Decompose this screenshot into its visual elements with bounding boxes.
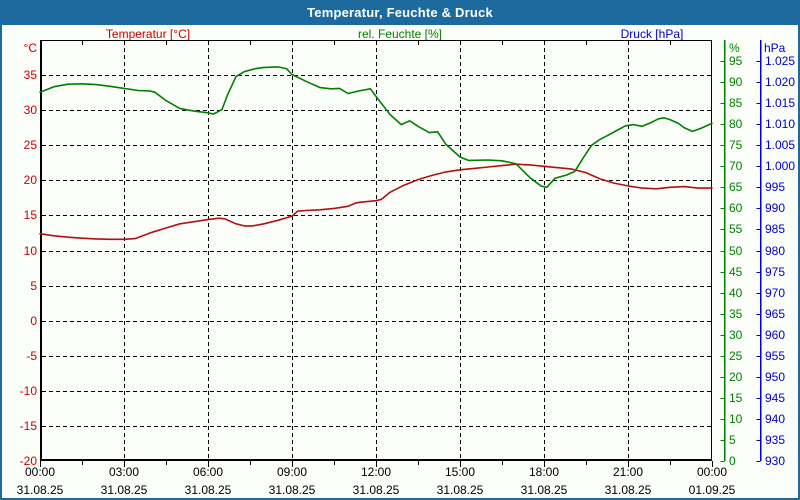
date-tick-label: 31.08.25 (268, 483, 316, 497)
temperature-tick-label: 10 (23, 244, 37, 258)
series-line-temperature (39, 163, 713, 241)
humidity-tick-label: 85 (729, 96, 743, 110)
time-tick-label: 00:00 (24, 465, 56, 479)
legend-humidity: rel. Feuchte [%] (357, 27, 443, 41)
date-tick-label: 31.08.25 (16, 483, 64, 497)
humidity-tick-label: 20 (729, 370, 743, 384)
temperature-tick-label: 25 (23, 138, 37, 152)
humidity-tick-label: 0 (729, 454, 736, 468)
date-tick-label: 01.09.25 (688, 483, 736, 497)
humidity-tick-label: 65 (729, 180, 743, 194)
humidity-tick-label: 50 (729, 244, 743, 258)
date-tick-label: 31.08.25 (100, 483, 148, 497)
pressure-tick-label: 960 (765, 328, 786, 342)
temperature-tick-label: 15 (23, 208, 37, 222)
humidity-tick-label: 95 (729, 54, 743, 68)
pressure-tick-label: 1.025 (765, 54, 796, 68)
temperature-tick-label: -5 (26, 349, 37, 363)
time-tick-label: 15:00 (444, 465, 476, 479)
temperature-tick-label: -15 (19, 419, 37, 433)
humidity-tick-label: 45 (729, 265, 743, 279)
date-tick-label: 31.08.25 (604, 483, 652, 497)
window-titlebar: Temperatur, Feuchte & Druck (0, 0, 800, 25)
humidity-tick-label: 75 (729, 138, 743, 152)
temperature-tick-label: -10 (19, 384, 37, 398)
pressure-tick-label: 980 (765, 244, 786, 258)
pressure-tick-label: 940 (765, 412, 786, 426)
temperature-tick-label: 35 (23, 68, 37, 82)
temperature-tick-label: -20 (19, 454, 37, 468)
pressure-tick-label: 970 (765, 286, 786, 300)
date-tick-label: 31.08.25 (352, 483, 400, 497)
pressure-axis-unit: hPa (764, 41, 786, 55)
pressure-tick-label: 930 (765, 454, 786, 468)
humidity-tick-label: 80 (729, 117, 743, 131)
humidity-tick-label: 10 (729, 412, 743, 426)
humidity-tick-label: 55 (729, 222, 743, 236)
plot-frame (40, 40, 712, 461)
series-line-humidity (39, 66, 713, 189)
pressure-tick-label: 1.000 (765, 159, 796, 173)
temperature-tick-label: 20 (23, 173, 37, 187)
temperature-tick-label: 0 (30, 314, 37, 328)
time-tick-label: 18:00 (528, 465, 560, 479)
humidity-tick-label: 35 (729, 307, 743, 321)
pressure-tick-label: 1.015 (765, 96, 796, 110)
pressure-tick-label: 995 (765, 180, 786, 194)
time-tick-label: 03:00 (108, 465, 140, 479)
pressure-tick-label: 985 (765, 222, 786, 236)
pressure-tick-label: 965 (765, 307, 786, 321)
pressure-tick-label: 1.020 (765, 75, 796, 89)
humidity-tick-label: 60 (729, 201, 743, 215)
pressure-tick-label: 1.010 (765, 117, 796, 131)
humidity-tick-label: 5 (729, 433, 736, 447)
humidity-tick-label: 90 (729, 75, 743, 89)
time-tick-label: 09:00 (276, 465, 308, 479)
date-tick-label: 31.08.25 (520, 483, 568, 497)
humidity-tick-label: 15 (729, 391, 743, 405)
temperature-tick-label: 5 (30, 279, 37, 293)
pressure-tick-label: 975 (765, 265, 786, 279)
time-tick-label: 00:00 (696, 465, 728, 479)
humidity-tick-label: 70 (729, 159, 743, 173)
legend-pressure: Druck [hPa] (620, 27, 684, 41)
temperature-axis-unit: °C (23, 41, 37, 55)
time-tick-label: 21:00 (612, 465, 644, 479)
humidity-tick-label: 30 (729, 328, 743, 342)
date-tick-label: 31.08.25 (436, 483, 484, 497)
humidity-tick-label: 25 (729, 349, 743, 363)
pressure-tick-label: 950 (765, 370, 786, 384)
pressure-tick-label: 945 (765, 391, 786, 405)
pressure-tick-label: 935 (765, 433, 786, 447)
window-title: Temperatur, Feuchte & Druck (307, 5, 493, 20)
pressure-tick-label: 990 (765, 201, 786, 215)
humidity-tick-label: 40 (729, 286, 743, 300)
pressure-tick-label: 1.005 (765, 138, 796, 152)
temperature-tick-label: 30 (23, 103, 37, 117)
humidity-axis-unit: % (729, 41, 740, 55)
pressure-tick-label: 955 (765, 349, 786, 363)
time-tick-label: 06:00 (192, 465, 224, 479)
legend-temperature: Temperatur [°C] (105, 27, 191, 41)
date-tick-label: 31.08.25 (184, 483, 232, 497)
time-tick-label: 12:00 (360, 465, 392, 479)
